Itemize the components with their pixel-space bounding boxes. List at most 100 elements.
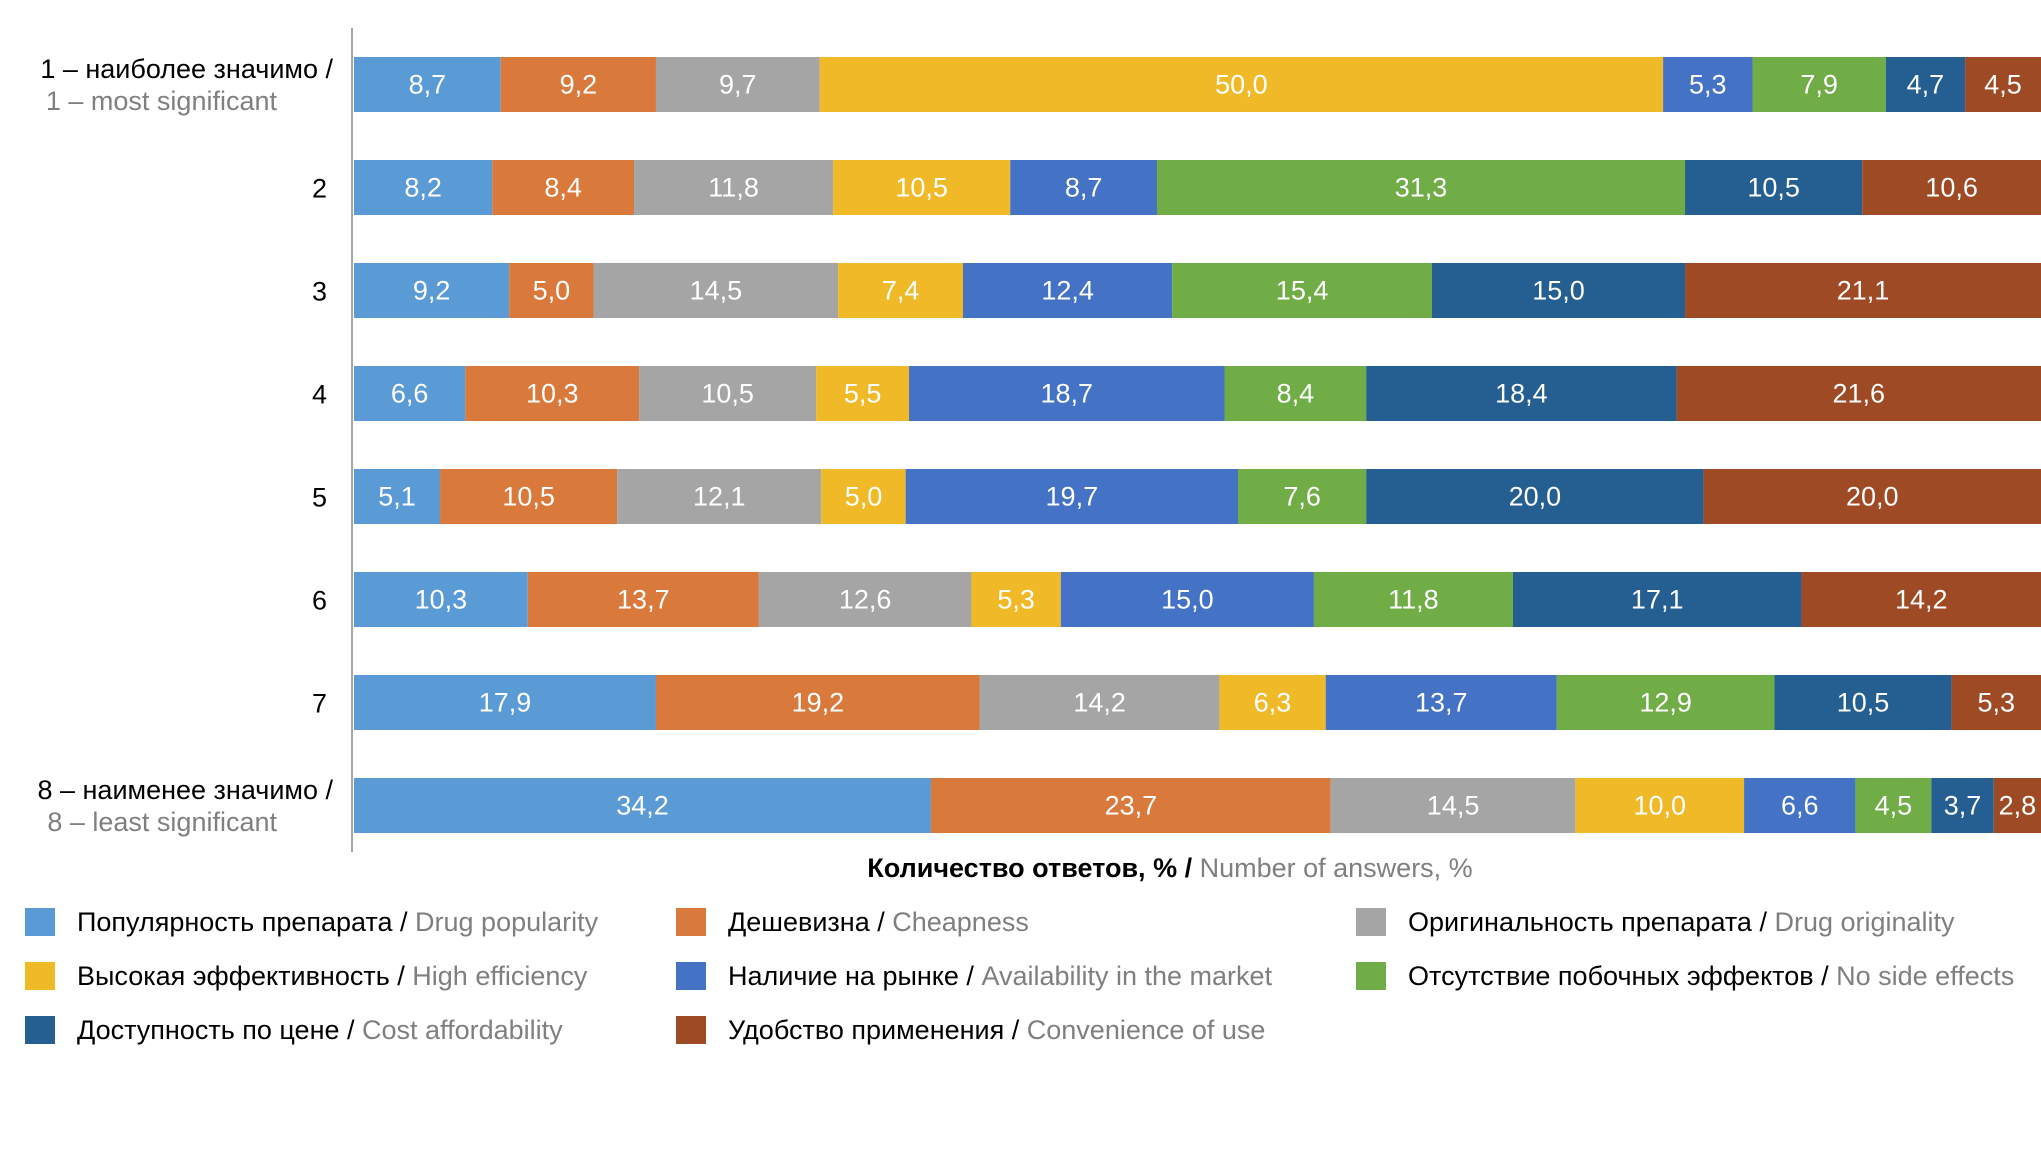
- category-label-en: 1 – most significant: [46, 86, 278, 116]
- legend-label: Отсутствие побочных эффектов / No side e…: [1408, 961, 2014, 991]
- data-label: 8,2: [404, 173, 442, 203]
- legend-label-en: Convenience of use: [1027, 1015, 1266, 1045]
- bar-segment: [1885, 57, 1966, 112]
- bar-segment: [1774, 675, 1952, 730]
- bar-segment: [838, 263, 964, 318]
- legend: Популярность препарата / Drug popularity…: [25, 907, 2014, 1045]
- legend-label-ru: Дешевизна: [728, 907, 871, 937]
- data-label: 6,3: [1254, 688, 1292, 718]
- legend-swatch: [1356, 908, 1386, 936]
- bar-segment: [354, 57, 501, 112]
- bar-segment: [354, 366, 466, 421]
- bar-segment: [821, 469, 906, 524]
- bar-segment: [354, 469, 441, 524]
- legend-label-en: Availability in the market: [981, 961, 1272, 991]
- data-label: 14,5: [1427, 791, 1480, 821]
- bar-segment: [1685, 160, 1863, 215]
- data-label: 34,2: [616, 791, 669, 821]
- bar-segment: [1330, 778, 1576, 833]
- data-label: 5,3: [1689, 70, 1727, 100]
- data-label: 9,2: [560, 70, 598, 100]
- bar-segment: [354, 572, 528, 627]
- bar-segment: [440, 469, 618, 524]
- data-label: 12,1: [693, 482, 746, 512]
- bar-segment: [1931, 778, 1994, 833]
- legend-swatch: [25, 1016, 55, 1044]
- bar-segment: [1744, 778, 1856, 833]
- legend-label-separator: /: [1814, 961, 1837, 991]
- bar-segment: [1801, 572, 2041, 627]
- bar-segment: [492, 160, 635, 215]
- bar-segment: [1366, 366, 1677, 421]
- data-label: 10,5: [1837, 688, 1890, 718]
- legend-item: Дешевизна / Cheapness: [676, 907, 1029, 937]
- legend-label-ru: Удобство применения: [728, 1015, 1004, 1045]
- data-label: 10,3: [415, 585, 468, 615]
- data-label: 8,7: [1065, 173, 1103, 203]
- bar-segment: [1313, 572, 1513, 627]
- x-axis-title-ru: Количество ответов, %: [867, 853, 1177, 883]
- data-label: 15,0: [1161, 585, 1214, 615]
- data-label: 5,3: [997, 585, 1035, 615]
- bar-segment: [639, 366, 817, 421]
- legend-label-en: Drug originality: [1774, 907, 1955, 937]
- data-label: 5,1: [378, 482, 416, 512]
- data-label: 7,4: [882, 276, 920, 306]
- bar-segment: [1752, 57, 1886, 112]
- legend-swatch: [676, 962, 706, 990]
- data-label: 7,9: [1800, 70, 1838, 100]
- legend-label-ru: Отсутствие побочных эффектов: [1408, 961, 1814, 991]
- category-label: 2: [312, 174, 327, 204]
- data-label: 4,7: [1907, 70, 1945, 100]
- bar-segment: [930, 778, 1331, 833]
- bar-segment: [1855, 778, 1932, 833]
- data-label: 13,7: [617, 585, 670, 615]
- data-label: 10,3: [526, 379, 579, 409]
- bar-segment: [1575, 778, 1745, 833]
- data-label: 10,5: [701, 379, 754, 409]
- legend-label: Наличие на рынке / Availability in the m…: [728, 961, 1273, 991]
- bar-segment: [617, 469, 822, 524]
- data-label: 4,5: [1875, 791, 1913, 821]
- legend-label-en: Cost affordability: [362, 1015, 563, 1045]
- data-label: 8,4: [1277, 379, 1315, 409]
- bar-segment: [354, 160, 493, 215]
- data-label: 11,8: [708, 173, 759, 203]
- legend-label-ru: Оригинальность препарата: [1408, 907, 1753, 937]
- legend-item: Популярность препарата / Drug popularity: [25, 907, 599, 937]
- data-label: 5,5: [844, 379, 882, 409]
- data-label: 20,0: [1509, 482, 1562, 512]
- bar-segment: [500, 57, 656, 112]
- bar-segment: [1010, 160, 1158, 215]
- category-label: 3: [312, 277, 327, 307]
- bar-segment: [1172, 263, 1432, 318]
- legend-item: Оригинальность препарата / Drug original…: [1356, 907, 1955, 937]
- bar-segment: [354, 675, 656, 730]
- data-label: 14,2: [1073, 688, 1126, 718]
- legend-label: Популярность препарата / Drug popularity: [77, 907, 599, 937]
- legend-label-ru: Популярность препарата: [77, 907, 393, 937]
- x-axis-title-en: Number of answers, %: [1200, 853, 1473, 883]
- data-label: 14,5: [690, 276, 743, 306]
- legend-label-separator: /: [393, 907, 416, 937]
- legend-label-ru: Наличие на рынке: [728, 961, 959, 991]
- bar-segment: [593, 263, 839, 318]
- bar-segment: [1685, 263, 2041, 318]
- bar-segment: [1703, 469, 2041, 524]
- data-label: 21,6: [1833, 379, 1886, 409]
- bar-segment: [354, 778, 931, 833]
- data-label: 4,5: [1984, 70, 2022, 100]
- x-axis-title: Количество ответов, % / Number of answer…: [867, 853, 1472, 883]
- data-label: 10,6: [1925, 173, 1978, 203]
- bar-segment: [1663, 57, 1753, 112]
- bar-segment: [1219, 675, 1326, 730]
- data-label: 19,7: [1046, 482, 1099, 512]
- category-label: 7: [312, 689, 327, 719]
- data-label: 12,9: [1639, 688, 1692, 718]
- bar-segment: [1951, 675, 2041, 730]
- data-label: 15,0: [1532, 276, 1585, 306]
- bar-segment: [1556, 675, 1775, 730]
- legend-label-separator: /: [870, 907, 893, 937]
- legend-label-separator: /: [340, 1015, 363, 1045]
